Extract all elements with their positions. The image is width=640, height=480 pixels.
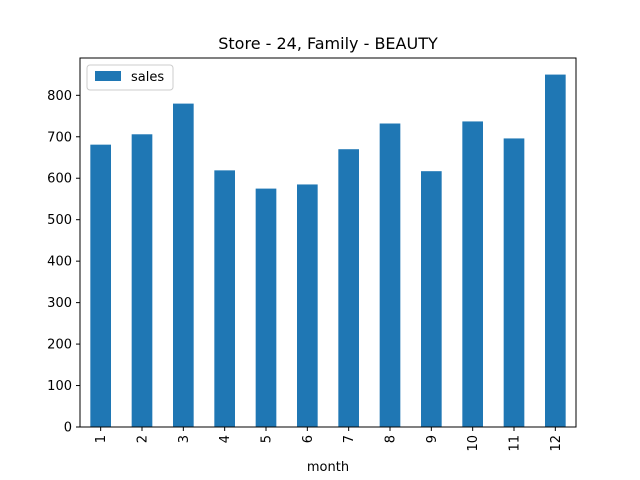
bar-month-7 [338,149,359,427]
y-tick-label: 300 [47,296,72,311]
x-axis-label: month [307,460,349,475]
x-tick-label: 12 [549,435,564,452]
y-tick-label: 800 [47,89,72,104]
y-tick-label: 600 [47,172,72,187]
bar-month-12 [545,74,566,428]
bar-month-3 [173,103,194,427]
bar-month-11 [503,138,525,427]
x-tick-label: 9 [425,435,440,443]
y-tick-label: 400 [47,255,72,270]
chart-title: Store - 24, Family - BEAUTY [218,34,438,53]
x-tick-label: 2 [136,435,151,443]
legend-label-sales: sales [131,70,164,85]
y-tick-label: 500 [47,213,72,228]
y-tick-label: 100 [47,379,72,394]
bar-month-4 [214,170,235,427]
legend-swatch-sales [95,71,121,81]
x-tick-label: 1 [94,435,109,443]
x-tick-label: 5 [260,435,275,443]
bar-month-10 [462,121,483,428]
x-tick-label: 11 [508,435,523,452]
bar-month-1 [90,144,111,427]
y-tick-label: 700 [47,130,72,145]
bar-month-5 [255,188,277,427]
x-tick-label: 8 [384,435,399,443]
x-tick-label: 7 [342,435,357,443]
x-tick-label: 10 [466,435,481,452]
plot-frame [79,57,577,428]
x-tick-label: 3 [177,435,192,443]
x-tick-label: 6 [301,435,316,443]
bar-month-2 [131,134,153,427]
bar-month-8 [379,123,401,427]
x-axis: 1 2 3 4 5 6 7 8 9 10 11 12 [94,427,564,452]
legend: sales [86,64,174,91]
y-tick-label: 200 [47,338,72,353]
y-tick-label: 0 [64,421,72,436]
x-tick-label: 4 [218,435,233,443]
plot-area [90,74,566,428]
y-axis: 0 100 200 300 400 500 600 700 800 [47,89,80,436]
bar-month-9 [421,171,442,427]
bar-month-6 [297,184,318,427]
